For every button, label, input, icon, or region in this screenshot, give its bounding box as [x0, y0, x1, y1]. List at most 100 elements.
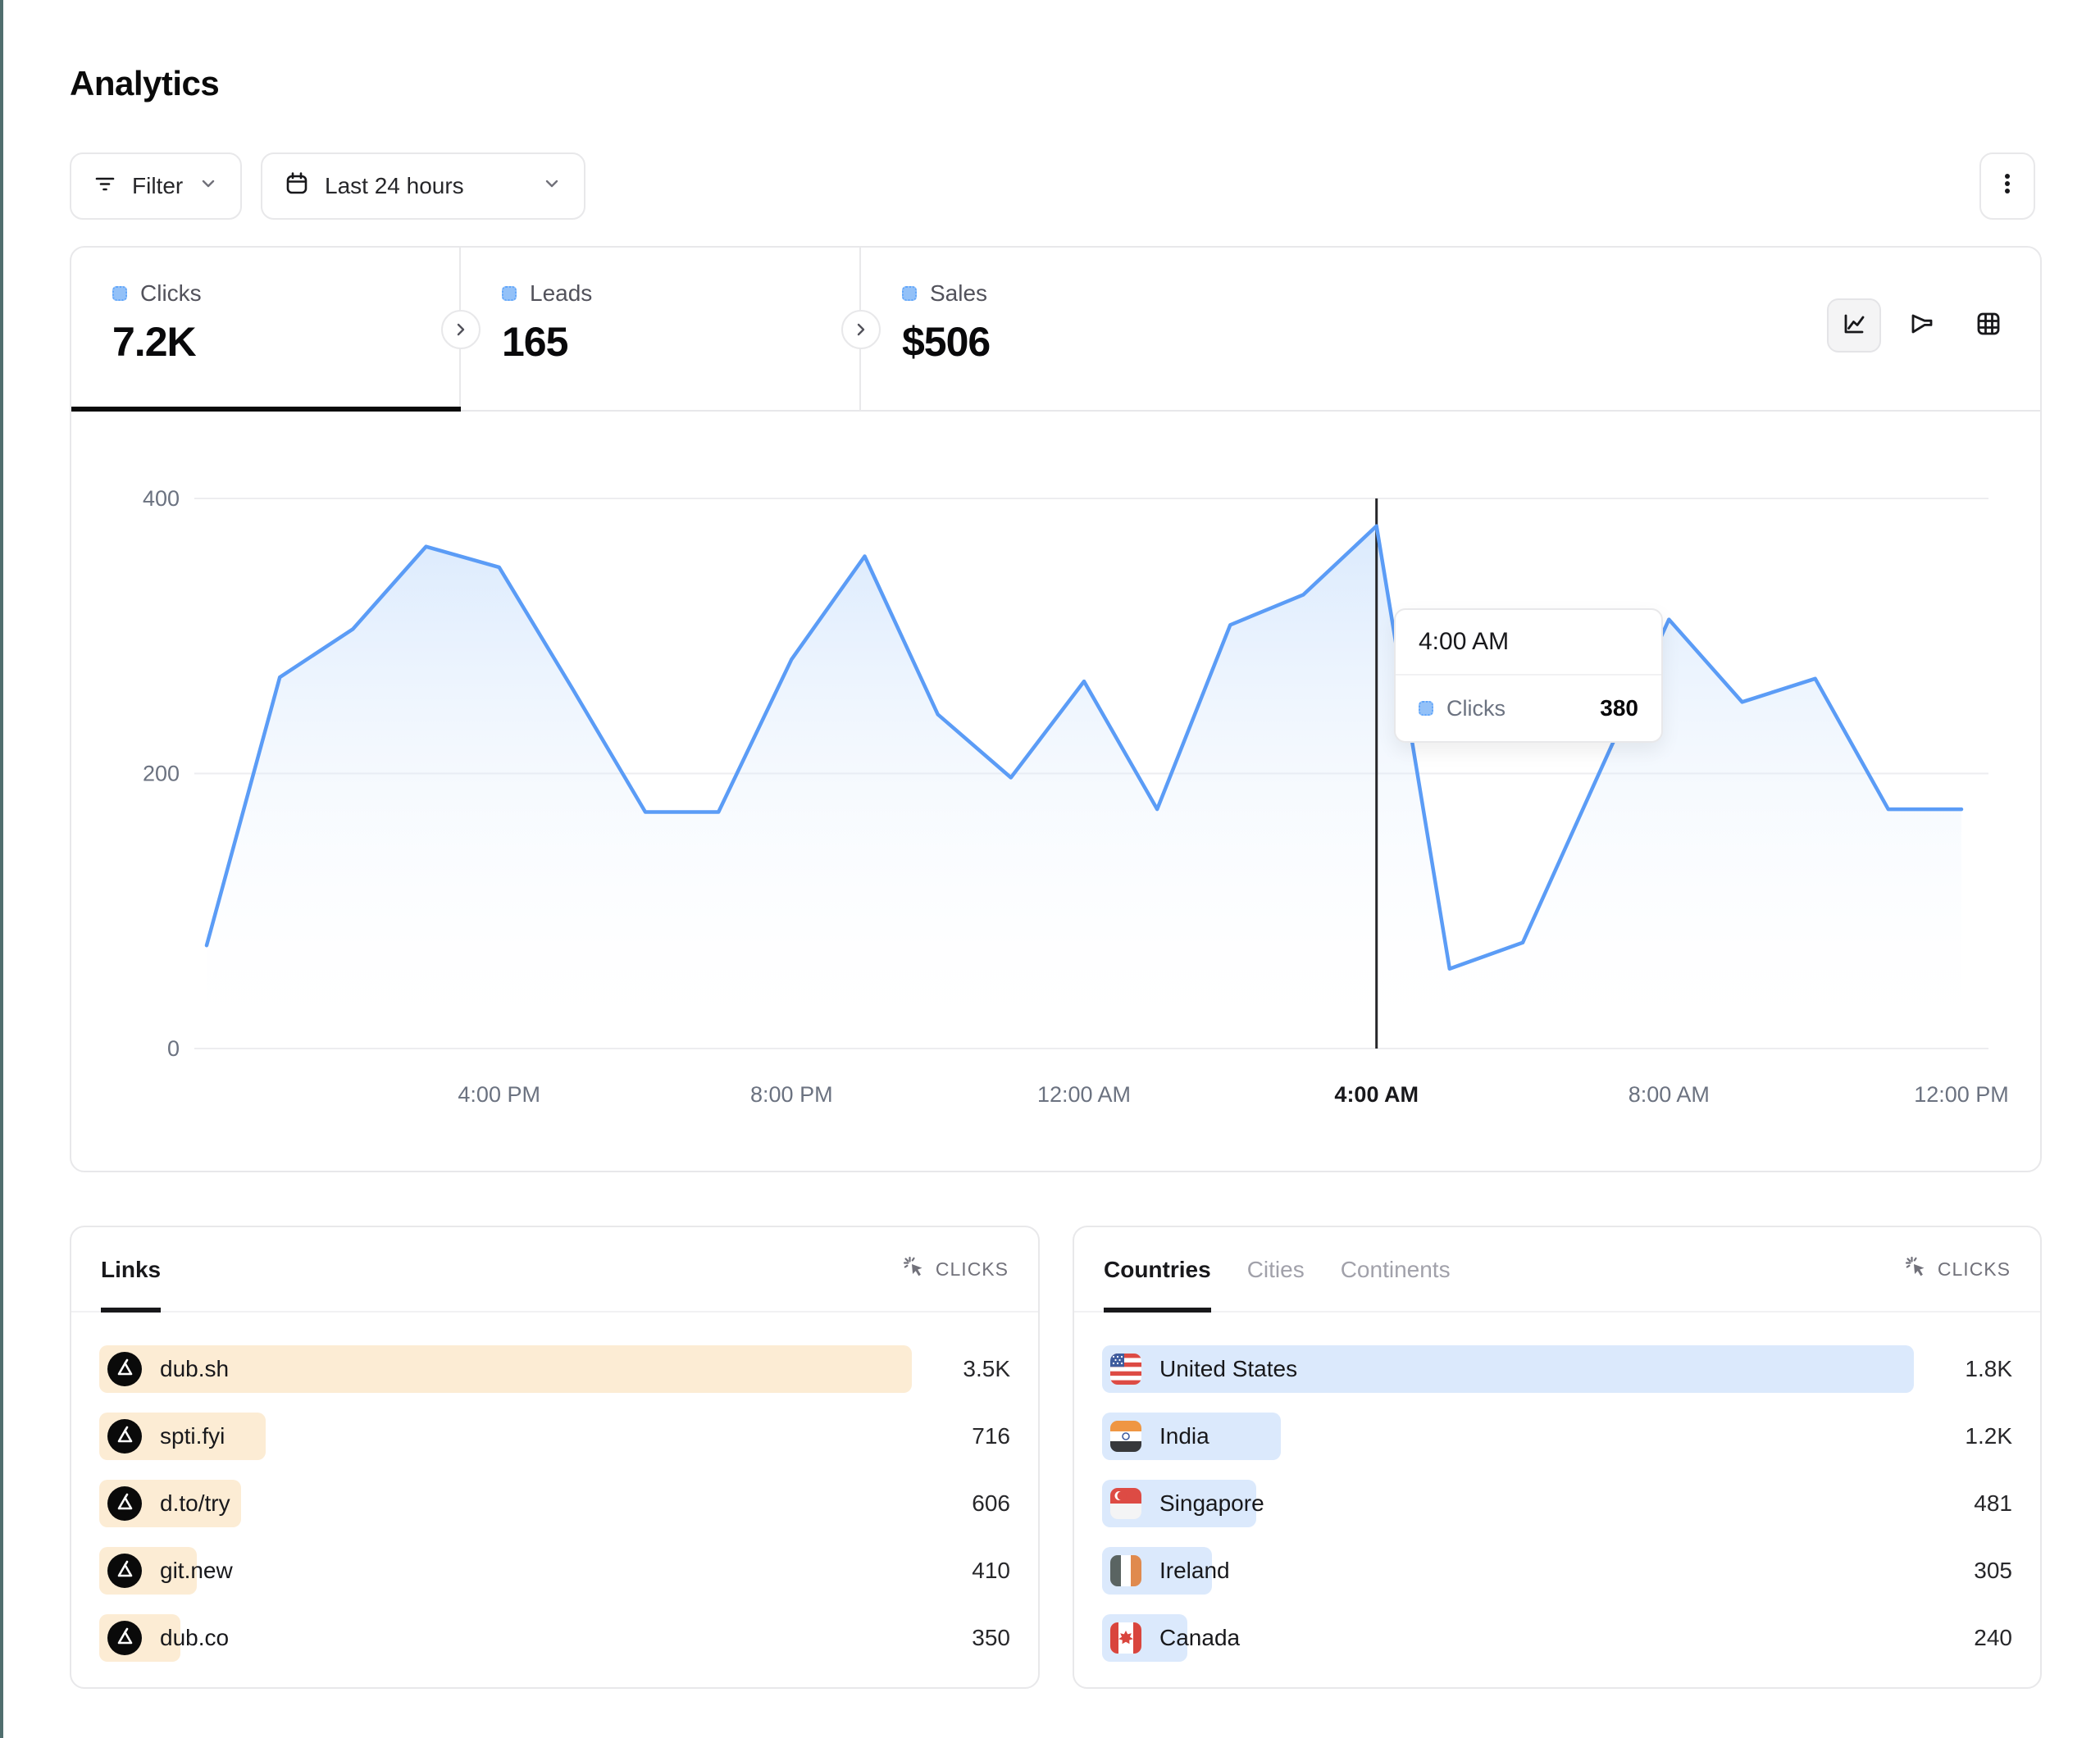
countries-metric-label: CLICKS — [1937, 1258, 2011, 1280]
svg-text:12:00 AM: 12:00 AM — [1037, 1082, 1131, 1107]
dub-logo-icon — [107, 1554, 142, 1588]
country-row-united-states[interactable]: United States 1.8K — [1102, 1345, 2012, 1393]
tooltip-time: 4:00 AM — [1396, 610, 1661, 676]
country-row-india[interactable]: India 1.2K — [1102, 1413, 2012, 1460]
row-name: Singapore — [1159, 1490, 1264, 1516]
svg-text:4:00 AM: 4:00 AM — [1334, 1082, 1419, 1107]
chart-view-toggles — [1827, 298, 2016, 353]
row-name: Canada — [1159, 1625, 1241, 1650]
link-row-git-new[interactable]: git.new 410 — [99, 1547, 1010, 1595]
countries-tab-continents[interactable]: Continents — [1340, 1257, 1451, 1282]
value-bar — [1102, 1345, 1914, 1393]
links-metric-header[interactable]: CLICKS — [901, 1227, 1009, 1311]
flag-icon-in — [1110, 1421, 1141, 1452]
funnel-icon — [1906, 309, 1936, 343]
link-row-spti-fyi[interactable]: spti.fyi 716 — [99, 1413, 1010, 1460]
page-title: Analytics — [70, 64, 220, 102]
filter-icon — [93, 171, 117, 202]
kebab-menu-icon — [1996, 170, 2019, 203]
links-metric-label: CLICKS — [935, 1258, 1009, 1280]
value-bar — [99, 1345, 912, 1393]
country-row-singapore[interactable]: Singapore 481 — [1102, 1480, 2012, 1527]
sales-legend-swatch — [902, 286, 917, 301]
svg-text:400: 400 — [143, 486, 180, 511]
svg-text:8:00 AM: 8:00 AM — [1629, 1082, 1710, 1107]
window-edge-strip — [0, 0, 3, 1738]
link-row-d-to-try[interactable]: d.to/try 606 — [99, 1480, 1010, 1527]
row-name: spti.fyi — [160, 1423, 225, 1449]
cursor-click-icon — [1903, 1254, 1928, 1284]
svg-text:8:00 PM: 8:00 PM — [750, 1082, 833, 1107]
row-name: d.to/try — [160, 1490, 230, 1516]
row-name: git.new — [160, 1558, 233, 1583]
clicks-legend-swatch — [1419, 701, 1433, 716]
links-panel-tabs: Links — [101, 1227, 162, 1313]
country-row-ireland[interactable]: Ireland 305 — [1102, 1547, 2012, 1595]
leads-legend-swatch — [502, 286, 517, 301]
row-value: 240 — [1974, 1625, 2012, 1650]
dub-logo-icon — [107, 1419, 142, 1454]
filter-button-label: Filter — [132, 173, 184, 198]
calendar-icon — [284, 171, 310, 202]
table-grid-icon — [1974, 309, 2003, 343]
stat-label: Clicks — [140, 280, 202, 306]
row-value: 606 — [972, 1490, 1010, 1516]
date-range-label: Last 24 hours — [325, 173, 464, 198]
tooltip-value: 380 — [1600, 695, 1638, 721]
row-value: 481 — [1974, 1490, 2012, 1516]
chevron-down-icon — [541, 173, 563, 200]
filter-button[interactable]: Filter — [70, 152, 243, 220]
dub-logo-icon — [107, 1352, 142, 1386]
dub-logo-icon — [107, 1486, 142, 1521]
analytics-chart-card: Clicks 7.2K Leads 165 Sales $506 400 200 0 4:00 … — [70, 246, 2042, 1172]
links-list: dub.sh 3.5K spti.fyi 716 d.to/try 606 git.new 4… — [71, 1313, 1038, 1662]
stat-label: Leads — [530, 280, 593, 306]
tooltip-series-label: Clicks — [1446, 695, 1506, 721]
flag-icon-us — [1110, 1354, 1141, 1385]
flag-icon-ie — [1110, 1555, 1141, 1586]
stat-expand-button-2[interactable] — [841, 310, 881, 349]
countries-metric-header[interactable]: CLICKS — [1903, 1227, 2011, 1311]
stats-tabs-row: Clicks 7.2K Leads 165 Sales $506 — [71, 248, 2040, 412]
stat-value: 165 — [502, 319, 568, 365]
svg-text:12:00 PM: 12:00 PM — [1914, 1082, 2009, 1107]
row-value: 716 — [972, 1423, 1010, 1449]
stat-tab-leads[interactable]: Leads 165 — [461, 248, 861, 410]
countries-panel: Countries Cities Continents CLICKS United … — [1073, 1226, 2042, 1689]
row-value: 3.5K — [963, 1356, 1010, 1381]
funnel-view-button[interactable] — [1894, 298, 1948, 353]
row-name: dub.co — [160, 1625, 230, 1650]
stat-tab-clicks[interactable]: Clicks 7.2K — [71, 248, 461, 410]
line-chart-icon — [1839, 309, 1869, 343]
stat-value: $506 — [902, 319, 991, 365]
line-chart-view-button[interactable] — [1827, 298, 1881, 353]
link-row-dub-sh[interactable]: dub.sh 3.5K — [99, 1345, 1010, 1393]
stat-expand-button-1[interactable] — [441, 310, 481, 349]
link-row-dub-co[interactable]: dub.co 350 — [99, 1614, 1010, 1662]
stat-tab-sales[interactable]: Sales $506 — [861, 248, 2040, 410]
table-view-button[interactable] — [1961, 298, 2016, 353]
stat-value: 7.2K — [112, 319, 197, 365]
flag-icon-sg — [1110, 1488, 1141, 1519]
clicks-legend-swatch — [112, 286, 127, 301]
dub-logo-icon — [107, 1621, 142, 1655]
row-name: dub.sh — [160, 1356, 230, 1381]
row-name: Ireland — [1159, 1558, 1230, 1583]
active-stat-underline — [71, 407, 461, 412]
countries-panel-tabs: Countries Cities Continents — [1104, 1227, 1451, 1313]
country-row-canada[interactable]: Canada 240 — [1102, 1614, 2012, 1662]
links-panel: Links CLICKS dub.sh 3.5K spti.fyi 716 d.to/t… — [70, 1226, 1040, 1689]
date-range-button[interactable]: Last 24 hours — [261, 152, 585, 220]
row-value: 305 — [1974, 1558, 2012, 1583]
countries-tab-cities[interactable]: Cities — [1246, 1257, 1305, 1282]
row-value: 1.2K — [1965, 1423, 2012, 1449]
row-value: 1.8K — [1965, 1356, 2012, 1381]
more-options-button[interactable] — [1979, 152, 2035, 220]
stat-label: Sales — [930, 280, 988, 306]
clicks-area-chart[interactable]: 400 200 0 4:00 PM 8:00 PM 12:00 AM 4:00 AM 8:00… — [71, 412, 2040, 1172]
countries-tab-countries[interactable]: Countries — [1104, 1227, 1211, 1313]
flag-icon-ca — [1110, 1622, 1141, 1654]
row-name: India — [1159, 1423, 1209, 1449]
links-tab-links[interactable]: Links — [101, 1227, 162, 1313]
svg-text:200: 200 — [143, 762, 180, 786]
